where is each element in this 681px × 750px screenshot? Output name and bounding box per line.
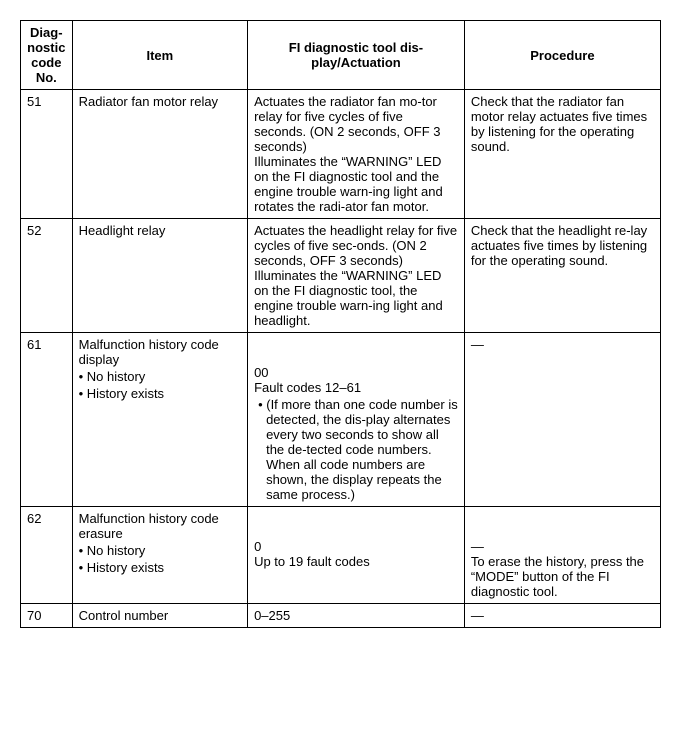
cell-display: Actuates the headlight relay for five cy… xyxy=(248,219,465,333)
diagnostic-code-table: Diag-nostic code No. Item FI diagnostic … xyxy=(20,20,661,628)
display-value-no-history: 00 xyxy=(254,365,458,380)
cell-procedure: — xyxy=(464,333,660,507)
cell-display: 0–255 xyxy=(248,604,465,628)
col-header-code: Diag-nostic code No. xyxy=(21,21,73,90)
table-row: 62 Malfunction history code erasure • No… xyxy=(21,507,661,604)
item-bullet-history-exists: • History exists xyxy=(79,386,241,401)
cell-display: Actuates the radiator fan mo-tor relay f… xyxy=(248,90,465,219)
col-header-display: FI diagnostic tool dis-play/Actuation xyxy=(248,21,465,90)
table-row: 70 Control number 0–255 — xyxy=(21,604,661,628)
cell-procedure: — xyxy=(464,604,660,628)
item-main: Malfunction history code display xyxy=(79,337,241,367)
item-main: Malfunction history code erasure xyxy=(79,511,241,541)
cell-item: Headlight relay xyxy=(72,219,247,333)
cell-item: Radiator fan motor relay xyxy=(72,90,247,219)
col-header-procedure: Procedure xyxy=(464,21,660,90)
cell-display: 0 Up to 19 fault codes xyxy=(248,507,465,604)
cell-item: Malfunction history code display • No hi… xyxy=(72,333,247,507)
display-value-no-history: 0 xyxy=(254,539,458,554)
display-note: • (If more than one code number is detec… xyxy=(254,397,458,502)
display-value-history-exists: Fault codes 12–61 xyxy=(254,380,458,395)
table-row: 61 Malfunction history code display • No… xyxy=(21,333,661,507)
item-bullet-no-history: • No history xyxy=(79,369,241,384)
table-row: 52 Headlight relay Actuates the headligh… xyxy=(21,219,661,333)
item-bullet-history-exists: • History exists xyxy=(79,560,241,575)
cell-code: 51 xyxy=(21,90,73,219)
cell-procedure: — To erase the history, press the “MODE”… xyxy=(464,507,660,604)
cell-code: 52 xyxy=(21,219,73,333)
cell-procedure: Check that the headlight re-lay actuates… xyxy=(464,219,660,333)
cell-procedure: Check that the radiator fan motor relay … xyxy=(464,90,660,219)
table-header-row: Diag-nostic code No. Item FI diagnostic … xyxy=(21,21,661,90)
cell-item: Control number xyxy=(72,604,247,628)
col-header-item: Item xyxy=(72,21,247,90)
cell-code: 70 xyxy=(21,604,73,628)
procedure-value-no-history: — xyxy=(471,539,654,554)
item-bullet-no-history: • No history xyxy=(79,543,241,558)
display-value-history-exists: Up to 19 fault codes xyxy=(254,554,458,569)
procedure-value-history-exists: To erase the history, press the “MODE” b… xyxy=(471,554,654,599)
cell-code: 62 xyxy=(21,507,73,604)
cell-display: 00 Fault codes 12–61 • (If more than one… xyxy=(248,333,465,507)
cell-code: 61 xyxy=(21,333,73,507)
cell-item: Malfunction history code erasure • No hi… xyxy=(72,507,247,604)
table-row: 51 Radiator fan motor relay Actuates the… xyxy=(21,90,661,219)
